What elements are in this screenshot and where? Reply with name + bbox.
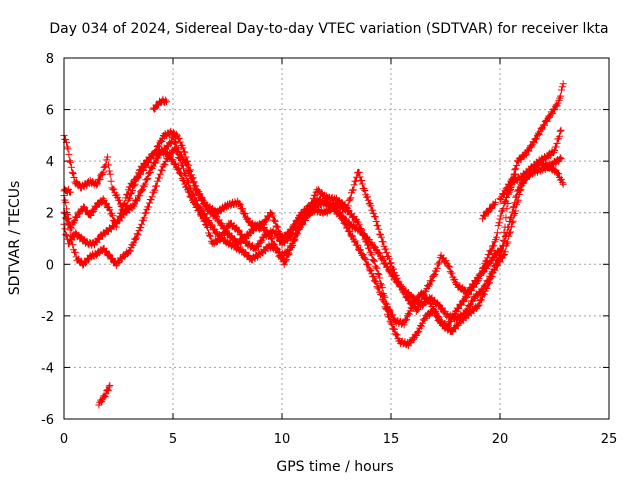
y-tick-label: 4 bbox=[46, 155, 54, 170]
chart-title: Day 034 of 2024, Sidereal Day-to-day VTE… bbox=[49, 21, 608, 37]
y-tick-label: 8 bbox=[46, 52, 54, 67]
y-tick-label: -6 bbox=[41, 413, 54, 428]
y-tick-label: -4 bbox=[41, 361, 54, 376]
y-axis-label: SDTVAR / TECUs bbox=[7, 181, 23, 296]
series-fragment-i bbox=[479, 198, 500, 223]
series-markers bbox=[496, 170, 519, 204]
y-tick-label: 2 bbox=[46, 207, 54, 222]
series-fragment-e bbox=[95, 382, 114, 409]
y-tick-label: 6 bbox=[46, 104, 54, 119]
series-fragment-h bbox=[496, 170, 519, 204]
x-tick-label: 20 bbox=[492, 432, 509, 447]
series-fragment-f bbox=[149, 95, 170, 113]
x-tick-label: 15 bbox=[383, 432, 400, 447]
x-tick-label: 10 bbox=[274, 432, 291, 447]
series-markers bbox=[149, 95, 170, 113]
x-tick-label: 5 bbox=[169, 432, 177, 447]
x-tick-label: 25 bbox=[601, 432, 618, 447]
ticks-layer: 0 5 10 15 20 25 -6 -4 -2 0 2 4 6 8 bbox=[41, 52, 617, 447]
x-tick-label: 0 bbox=[60, 432, 68, 447]
series-markers bbox=[479, 198, 500, 223]
series-markers bbox=[95, 382, 114, 409]
plot-frame bbox=[63, 57, 610, 420]
y-tick-label: -2 bbox=[41, 310, 54, 325]
y-tick-label: 0 bbox=[46, 258, 54, 273]
x-axis-label: GPS time / hours bbox=[276, 459, 393, 475]
